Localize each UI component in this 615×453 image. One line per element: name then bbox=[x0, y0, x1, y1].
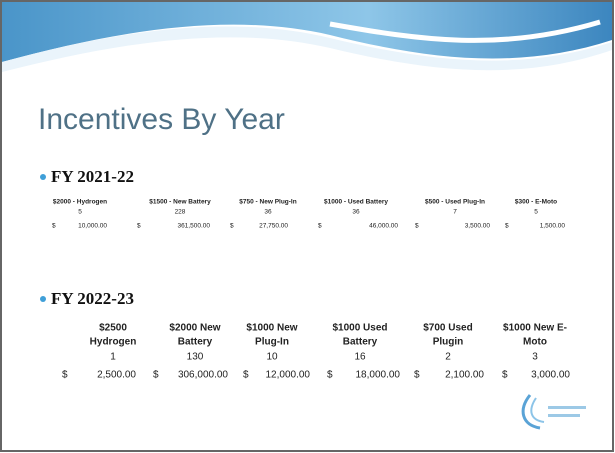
amount: 1,500.00 bbox=[540, 223, 566, 230]
currency-sign: $ bbox=[414, 370, 420, 381]
section-heading: FY 2021-22 bbox=[51, 167, 134, 186]
column-header: $1000 New bbox=[246, 323, 297, 334]
column-header: $1500 - New Battery bbox=[149, 199, 211, 206]
amount: 27,750.00 bbox=[259, 223, 288, 230]
column-header: $1000 - Used Battery bbox=[324, 199, 388, 206]
header-highlight bbox=[329, 19, 601, 43]
currency-sign: $ bbox=[243, 370, 249, 381]
column-header: Plug-In bbox=[255, 337, 289, 348]
count: 5 bbox=[534, 209, 538, 216]
currency-sign: $ bbox=[137, 223, 141, 230]
amount: 2,100.00 bbox=[445, 370, 484, 381]
count: 228 bbox=[175, 209, 186, 216]
count: 1 bbox=[110, 352, 116, 363]
bullet bbox=[40, 296, 46, 302]
amount: 12,000.00 bbox=[266, 370, 311, 381]
count: 36 bbox=[264, 209, 272, 216]
column-header: $1000 Used bbox=[332, 323, 387, 334]
currency-sign: $ bbox=[502, 370, 508, 381]
column-header: $2500 bbox=[99, 323, 127, 334]
section-heading: FY 2022-23 bbox=[51, 289, 134, 308]
count: 130 bbox=[187, 352, 204, 363]
column-header: $1000 New E- bbox=[503, 323, 567, 334]
slide-title: Incentives By Year bbox=[38, 103, 285, 136]
amount: 3,000.00 bbox=[531, 370, 570, 381]
count: 7 bbox=[453, 209, 457, 216]
column-header: Moto bbox=[523, 337, 547, 348]
amount: 10,000.00 bbox=[78, 223, 107, 230]
amount: 361,500.00 bbox=[177, 223, 210, 230]
currency-sign: $ bbox=[153, 370, 159, 381]
column-header: $750 - New Plug-In bbox=[239, 199, 296, 206]
header-wave bbox=[2, 26, 612, 72]
logo bbox=[521, 394, 586, 430]
count: 16 bbox=[354, 352, 366, 363]
header-band bbox=[2, 2, 612, 62]
currency-sign: $ bbox=[52, 223, 56, 230]
count: 5 bbox=[78, 209, 82, 216]
column-header: Battery bbox=[178, 337, 213, 348]
bullet bbox=[40, 174, 46, 180]
currency-sign: $ bbox=[415, 223, 419, 230]
count: 3 bbox=[532, 352, 538, 363]
column-header: $300 - E-Moto bbox=[515, 199, 557, 206]
column-header: $500 - Used Plug-In bbox=[425, 199, 485, 206]
column-header: Plugin bbox=[433, 337, 464, 348]
currency-sign: $ bbox=[230, 223, 234, 230]
count: 36 bbox=[352, 209, 360, 216]
amount: 306,000.00 bbox=[178, 370, 228, 381]
currency-sign: $ bbox=[327, 370, 333, 381]
currency-sign: $ bbox=[505, 223, 509, 230]
currency-sign: $ bbox=[318, 223, 322, 230]
amount: 18,000.00 bbox=[356, 370, 401, 381]
amount: 46,000.00 bbox=[369, 223, 398, 230]
amount: 3,500.00 bbox=[465, 223, 491, 230]
amount: 2,500.00 bbox=[97, 370, 136, 381]
count: 10 bbox=[266, 352, 278, 363]
column-header: Battery bbox=[343, 337, 378, 348]
column-header: $2000 New bbox=[169, 323, 220, 334]
column-header: Hydrogen bbox=[90, 337, 137, 348]
currency-sign: $ bbox=[62, 370, 68, 381]
column-header: $700 Used bbox=[423, 323, 472, 334]
count: 2 bbox=[445, 352, 451, 363]
column-header: $2000 - Hydrogen bbox=[53, 199, 107, 206]
